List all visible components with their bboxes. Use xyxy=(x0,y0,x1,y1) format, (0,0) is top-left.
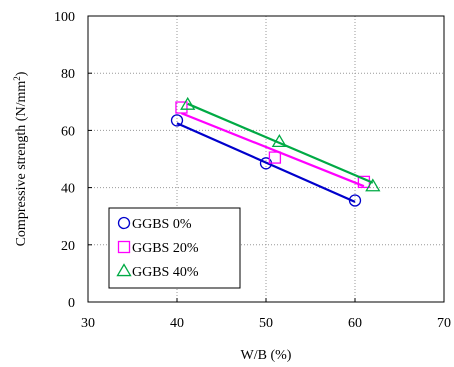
data-point xyxy=(271,134,287,148)
trend-line xyxy=(187,102,374,184)
grid xyxy=(88,16,444,302)
y-tick-label: 40 xyxy=(61,182,75,197)
data-point xyxy=(180,96,196,110)
x-axis-label: W/B (%) xyxy=(241,348,292,363)
y-axis-label-main: Compressive strength (N/mm xyxy=(14,81,29,247)
y-tick-label: 20 xyxy=(61,239,75,254)
legend: GGBS 0% GGBS 20% GGBS 40% xyxy=(108,207,241,289)
legend-label: GGBS 20% xyxy=(132,241,199,256)
data-point xyxy=(170,114,184,127)
legend-marker xyxy=(117,216,131,230)
legend-box xyxy=(108,207,241,289)
data-point xyxy=(365,178,381,192)
y-tick-label: 0 xyxy=(68,296,75,311)
x-tick-label: 40 xyxy=(170,316,184,331)
data-point xyxy=(348,194,362,207)
legend-marker xyxy=(117,240,131,254)
x-tick-label: 60 xyxy=(348,316,362,331)
x-tick-label: 30 xyxy=(81,316,95,331)
series-2 xyxy=(175,101,371,189)
legend-label: GGBS 0% xyxy=(132,217,192,232)
x-tick-label: 50 xyxy=(259,316,273,331)
y-axis-label-sup: 2 xyxy=(12,76,22,81)
y-axis-label: Compressive strength (N/mm2) xyxy=(12,71,29,246)
trend-line xyxy=(176,122,356,203)
series-3 xyxy=(180,96,381,192)
series-group xyxy=(170,96,381,207)
legend-label: GGBS 40% xyxy=(132,265,199,280)
y-tick-label: 60 xyxy=(61,124,75,139)
x-tick-label: 70 xyxy=(437,316,451,331)
data-point xyxy=(268,151,282,164)
trend-line xyxy=(181,112,365,188)
legend-marker xyxy=(116,263,132,277)
axis-ticks: 30 40 50 60 70 0 20 40 60 80 100 xyxy=(54,10,451,331)
data-point xyxy=(175,101,188,114)
y-tick-label: 80 xyxy=(61,67,75,82)
y-axis-label-end: ) xyxy=(14,71,29,76)
y-tick-label: 100 xyxy=(54,10,75,25)
